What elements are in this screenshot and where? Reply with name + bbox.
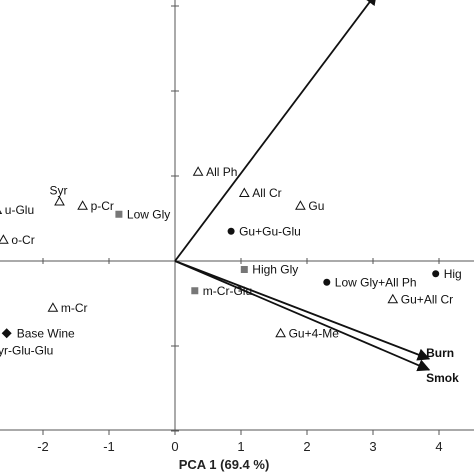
data-point: All Cr xyxy=(238,186,282,200)
vector-label: Smok xyxy=(426,371,459,385)
point-label: Gu+4-Me xyxy=(289,326,340,340)
triangle-marker xyxy=(192,166,204,176)
point-label: Low Gly xyxy=(127,207,170,221)
x-tick-label: -1 xyxy=(103,439,115,454)
x-tick-label: 3 xyxy=(369,439,376,454)
data-point: Low Gly xyxy=(115,207,170,221)
data-point: Gu+4-Me xyxy=(275,326,340,340)
data-point: o-Cr xyxy=(0,233,35,247)
loading-vectors: Medicinal fl Burn Smok xyxy=(174,0,459,385)
x-tick-label: 4 xyxy=(435,439,442,454)
point-label: yr-Glu-Glu xyxy=(0,343,53,357)
triangle-marker xyxy=(47,302,59,312)
point-label: o-Cr xyxy=(11,233,34,247)
point-label: All Cr xyxy=(252,186,281,200)
point-label: Syr xyxy=(50,184,68,198)
square-marker xyxy=(191,287,199,295)
data-point: High Gly xyxy=(240,263,298,277)
point-label: Gu xyxy=(308,199,324,213)
point-label: m-Cr xyxy=(61,301,88,315)
data-point: p-Cr xyxy=(77,199,114,213)
data-point: Gu xyxy=(295,199,324,213)
data-point: yr-Glu-Glu xyxy=(0,343,53,357)
triangle-marker xyxy=(0,210,3,214)
point-label: p-Cr xyxy=(91,199,114,213)
triangle-marker xyxy=(54,195,65,206)
point-label: Gu+All Cr xyxy=(401,292,453,306)
score-points: All Ph All Cr Gu Syr p-Cr u-Glu o-Cr Low Gly Gu+… xyxy=(0,165,462,357)
loading-vector xyxy=(174,0,378,262)
triangle-marker xyxy=(387,293,399,304)
x-axis-title: PCA 1 (69.4 %) xyxy=(179,457,270,472)
data-point: u-Glu xyxy=(0,203,34,217)
data-point: Gu+Gu-Glu xyxy=(227,224,301,238)
triangle-marker xyxy=(295,200,306,210)
point-label: Gu+Gu-Glu xyxy=(239,224,301,238)
x-tick-label: 2 xyxy=(303,439,310,454)
x-tick-label: -2 xyxy=(37,439,49,454)
triangle-marker xyxy=(275,327,286,338)
point-label: All Ph xyxy=(206,165,237,179)
data-point: m-Cr-Glu xyxy=(191,284,252,298)
triangle-marker xyxy=(238,187,250,197)
point-label: Hig xyxy=(444,267,462,281)
point-label: m-Cr-Glu xyxy=(203,284,252,298)
data-point: All Ph xyxy=(192,165,237,179)
data-point: Syr xyxy=(50,184,68,206)
triangle-marker xyxy=(0,234,9,244)
loading-vector xyxy=(174,260,431,372)
x-tick-label: 1 xyxy=(237,439,244,454)
loading-vector xyxy=(174,260,431,361)
x-tick-label: 0 xyxy=(171,439,178,454)
data-point: Base Wine xyxy=(1,326,75,340)
data-point: m-Cr xyxy=(47,301,88,315)
point-label: High Gly xyxy=(252,263,298,277)
vector-label: Burn xyxy=(426,346,454,360)
point-label: u-Glu xyxy=(5,203,34,217)
data-point: Low Gly+All Ph xyxy=(323,275,417,289)
data-point: Hig xyxy=(432,267,462,281)
diamond-marker xyxy=(1,328,12,339)
vector-label: Medicinal fl xyxy=(382,0,447,1)
circle-marker xyxy=(227,227,235,235)
axes: -2 -1 0 1 2 3 4 xyxy=(0,0,474,454)
data-point: Gu+All Cr xyxy=(387,292,453,306)
square-marker xyxy=(115,210,123,218)
circle-marker xyxy=(323,278,331,286)
triangle-marker xyxy=(77,200,88,210)
circle-marker xyxy=(432,270,440,278)
point-label: Low Gly+All Ph xyxy=(335,275,417,289)
point-label: Base Wine xyxy=(17,326,75,340)
square-marker xyxy=(240,266,248,273)
